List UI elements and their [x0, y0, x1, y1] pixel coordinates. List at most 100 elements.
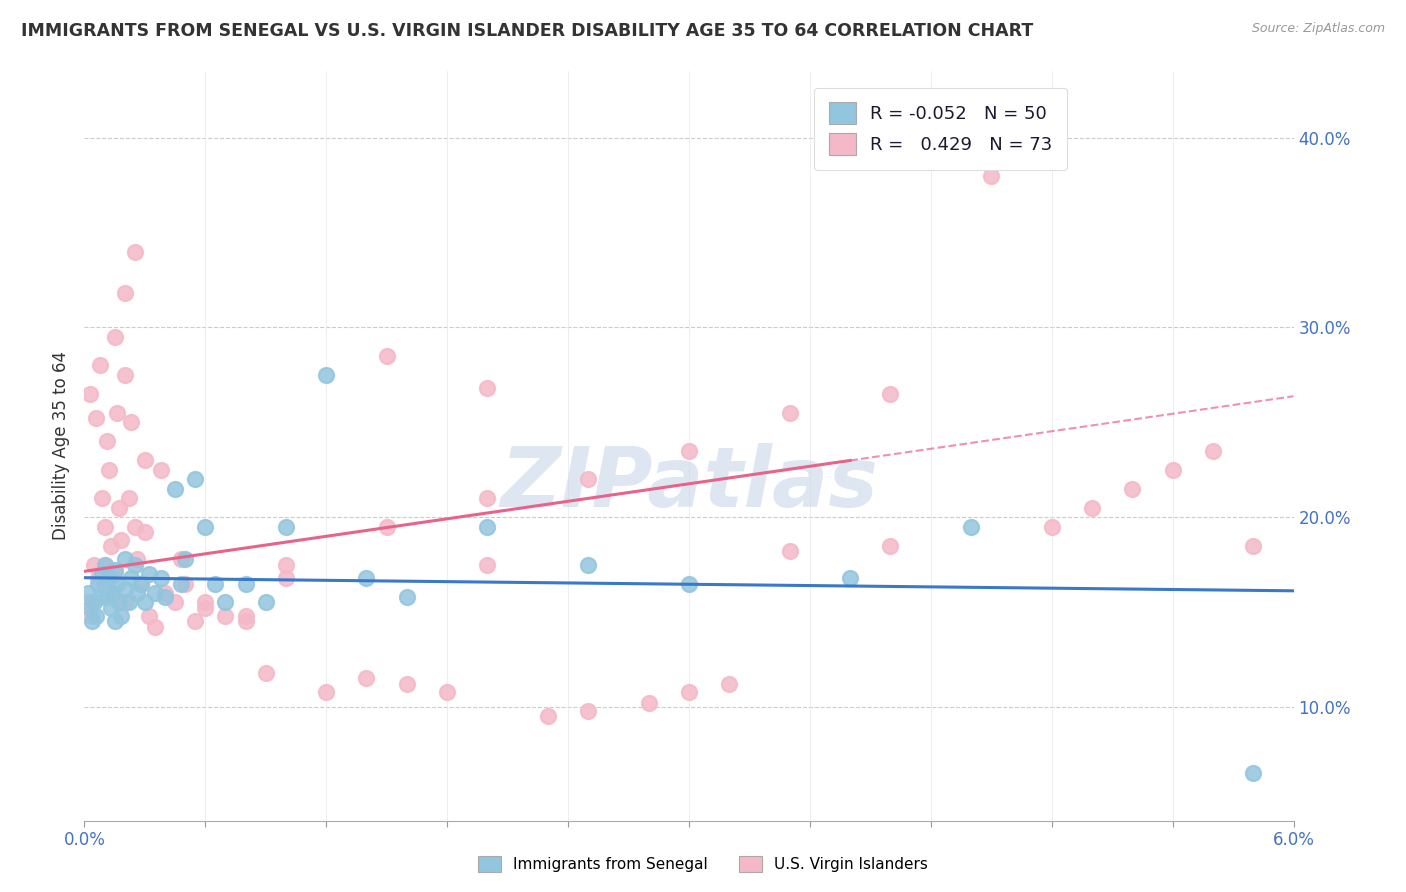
- Point: [356, 672, 378, 686]
- Point: [93, 580, 115, 594]
- Point: [143, 586, 166, 600]
- Point: [315, 368, 337, 382]
- Point: [576, 472, 599, 486]
- Point: [100, 601, 122, 615]
- Point: [100, 539, 122, 553]
- Point: [356, 571, 378, 585]
- Point: [134, 595, 156, 609]
- Point: [82, 608, 104, 623]
- Point: [86, 411, 108, 425]
- Point: [274, 519, 297, 533]
- Point: [110, 608, 132, 623]
- Point: [194, 595, 217, 609]
- Point: [375, 519, 398, 533]
- Point: [118, 491, 141, 505]
- Point: [97, 463, 120, 477]
- Point: [83, 595, 105, 609]
- Point: [194, 519, 217, 533]
- Point: [124, 244, 146, 259]
- Point: [879, 539, 901, 553]
- Point: [107, 595, 129, 609]
- Point: [170, 552, 193, 566]
- Legend: Immigrants from Senegal, U.S. Virgin Islanders: Immigrants from Senegal, U.S. Virgin Isl…: [471, 848, 935, 880]
- Point: [395, 590, 418, 604]
- Point: [678, 443, 700, 458]
- Point: [637, 696, 659, 710]
- Y-axis label: Disability Age 35 to 64: Disability Age 35 to 64: [52, 351, 70, 541]
- Point: [204, 576, 226, 591]
- Text: IMMIGRANTS FROM SENEGAL VS U.S. VIRGIN ISLANDER DISABILITY AGE 35 TO 64 CORRELAT: IMMIGRANTS FROM SENEGAL VS U.S. VIRGIN I…: [21, 22, 1033, 40]
- Point: [274, 571, 297, 585]
- Point: [576, 558, 599, 572]
- Point: [1040, 519, 1063, 533]
- Point: [87, 571, 110, 585]
- Point: [93, 558, 115, 572]
- Point: [120, 571, 142, 585]
- Point: [89, 359, 111, 373]
- Point: [214, 608, 236, 623]
- Point: [91, 567, 114, 582]
- Point: [1121, 482, 1143, 496]
- Point: [104, 567, 127, 582]
- Point: [254, 665, 277, 680]
- Point: [184, 615, 207, 629]
- Text: Source: ZipAtlas.com: Source: ZipAtlas.com: [1251, 22, 1385, 36]
- Point: [980, 169, 1002, 183]
- Point: [165, 595, 187, 609]
- Point: [477, 381, 499, 395]
- Point: [960, 519, 983, 533]
- Point: [436, 684, 458, 698]
- Point: [718, 677, 741, 691]
- Point: [120, 415, 142, 429]
- Point: [149, 571, 172, 585]
- Point: [214, 595, 236, 609]
- Point: [114, 286, 136, 301]
- Point: [93, 558, 115, 572]
- Point: [235, 576, 257, 591]
- Point: [114, 595, 136, 609]
- Point: [77, 595, 100, 609]
- Point: [678, 576, 700, 591]
- Point: [235, 608, 257, 623]
- Point: [101, 586, 124, 600]
- Point: [1161, 463, 1184, 477]
- Point: [97, 571, 120, 585]
- Point: [105, 576, 128, 591]
- Point: [879, 387, 901, 401]
- Point: [537, 709, 560, 723]
- Point: [477, 558, 499, 572]
- Point: [96, 434, 118, 449]
- Point: [114, 552, 136, 566]
- Text: ZIPatlas: ZIPatlas: [501, 443, 877, 524]
- Point: [1202, 443, 1225, 458]
- Point: [93, 519, 115, 533]
- Point: [114, 582, 136, 597]
- Point: [105, 406, 128, 420]
- Point: [395, 677, 418, 691]
- Point: [125, 586, 148, 600]
- Point: [143, 620, 166, 634]
- Point: [104, 615, 127, 629]
- Point: [129, 576, 152, 591]
- Point: [89, 590, 111, 604]
- Point: [134, 525, 156, 540]
- Point: [254, 595, 277, 609]
- Point: [165, 482, 187, 496]
- Point: [87, 576, 110, 591]
- Point: [174, 576, 197, 591]
- Point: [274, 558, 297, 572]
- Point: [184, 472, 207, 486]
- Point: [124, 519, 146, 533]
- Point: [375, 349, 398, 363]
- Point: [96, 590, 118, 604]
- Point: [1241, 766, 1264, 780]
- Point: [77, 586, 100, 600]
- Point: [779, 544, 801, 558]
- Point: [477, 519, 499, 533]
- Point: [678, 684, 700, 698]
- Point: [839, 571, 862, 585]
- Point: [315, 684, 337, 698]
- Point: [170, 576, 193, 591]
- Point: [107, 500, 129, 515]
- Point: [194, 601, 217, 615]
